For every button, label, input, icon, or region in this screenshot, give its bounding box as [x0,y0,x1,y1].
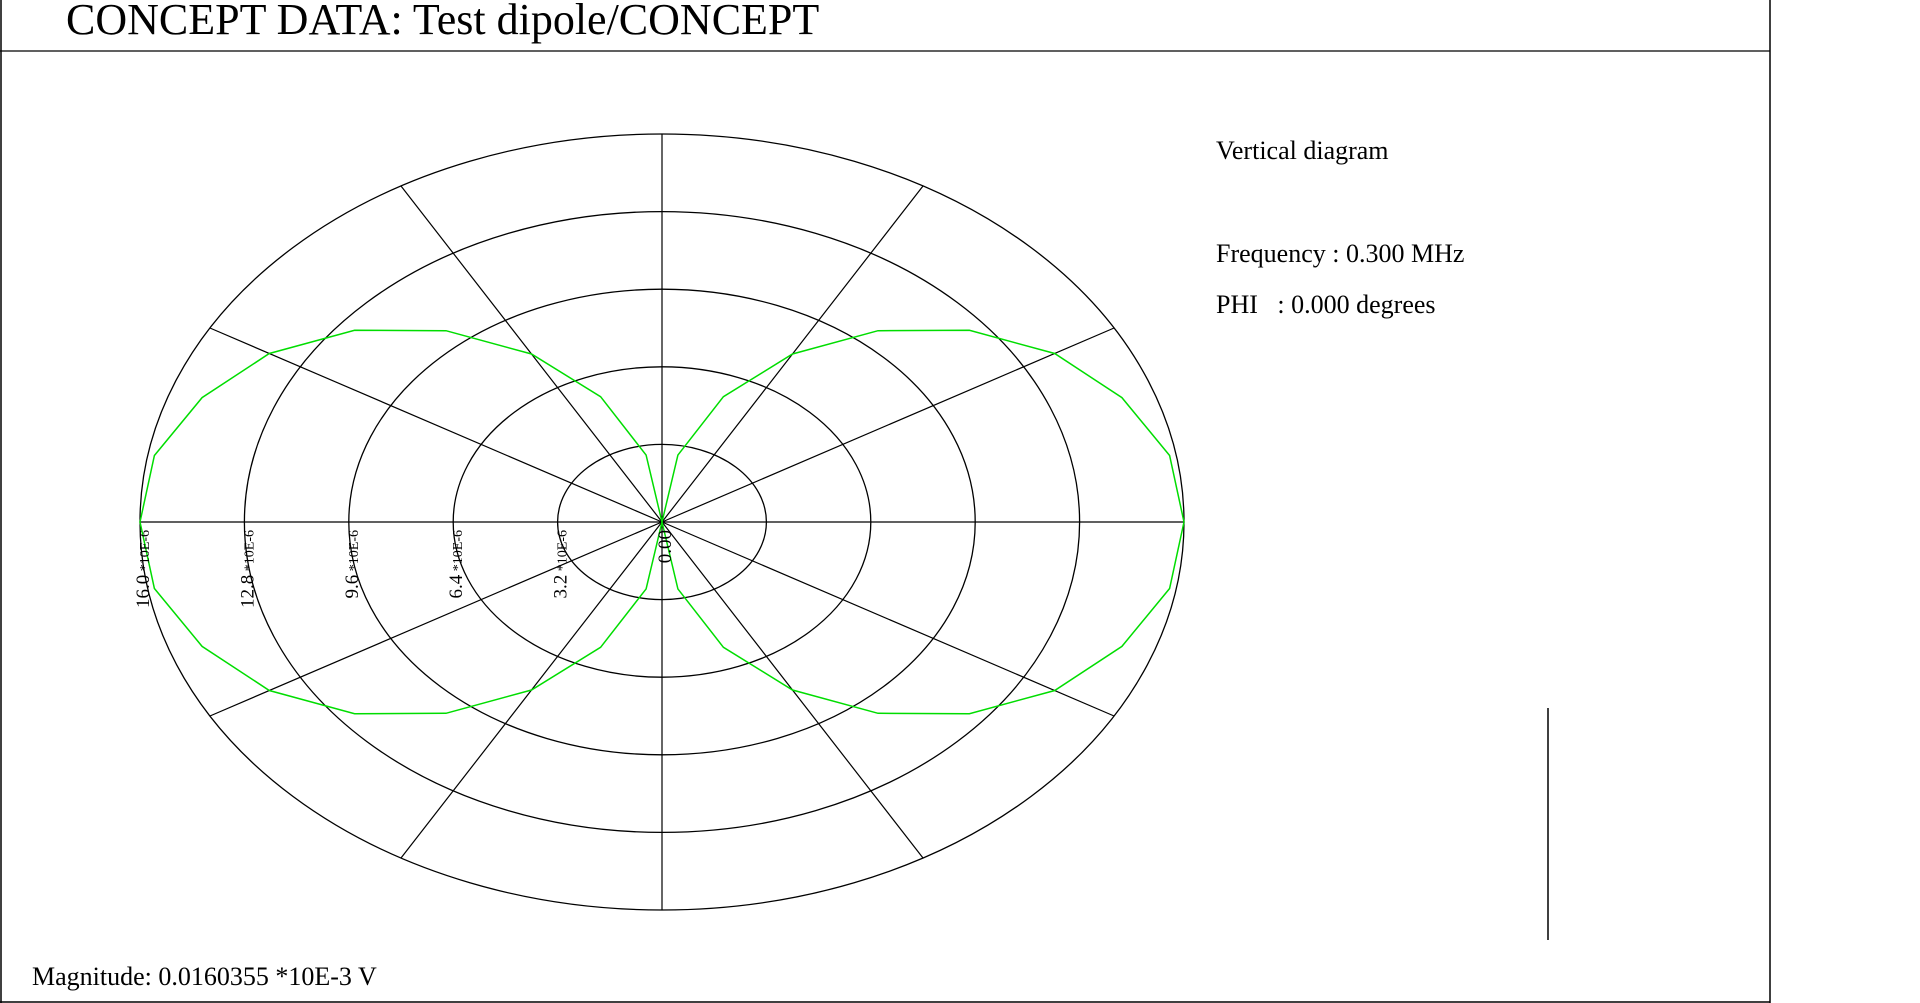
radial-tick-label-2: 6.4 *10E-6 [446,530,467,598]
radiation-pattern [139,329,1185,715]
grid-spoke-150 [209,327,663,523]
magnitude-label: Magnitude: 0.0160355 *10E-3 V [32,962,377,991]
pattern-series-0 [139,329,1185,715]
grid-spoke-30 [661,327,1115,523]
radial-tick-label-4: 12.8 *10E-6 [237,530,258,608]
radial-tick-labels: 0.00 3.2 *10E-6 6.4 *10E-6 9.6 *10E-6 12.8 *… [133,530,676,608]
radial-tick-label-5: 16.0 *10E-6 [133,530,154,608]
phi-label: PHI : 0.000 degrees [1216,290,1436,319]
radial-tick-label-1: 3.2 *10E-6 [551,530,572,598]
grid-spoke-330 [661,521,1115,717]
radial-tick-label-3: 9.6 *10E-6 [342,530,363,598]
grid-spoke-210 [209,521,663,717]
diagram-type-label: Vertical diagram [1216,136,1389,165]
radial-tick-label-0: 0.00 [655,530,676,563]
page-title: CONCEPT DATA: Test dipole/CONCEPT [66,0,819,44]
frequency-label: Frequency : 0.300 MHz [1216,239,1464,268]
